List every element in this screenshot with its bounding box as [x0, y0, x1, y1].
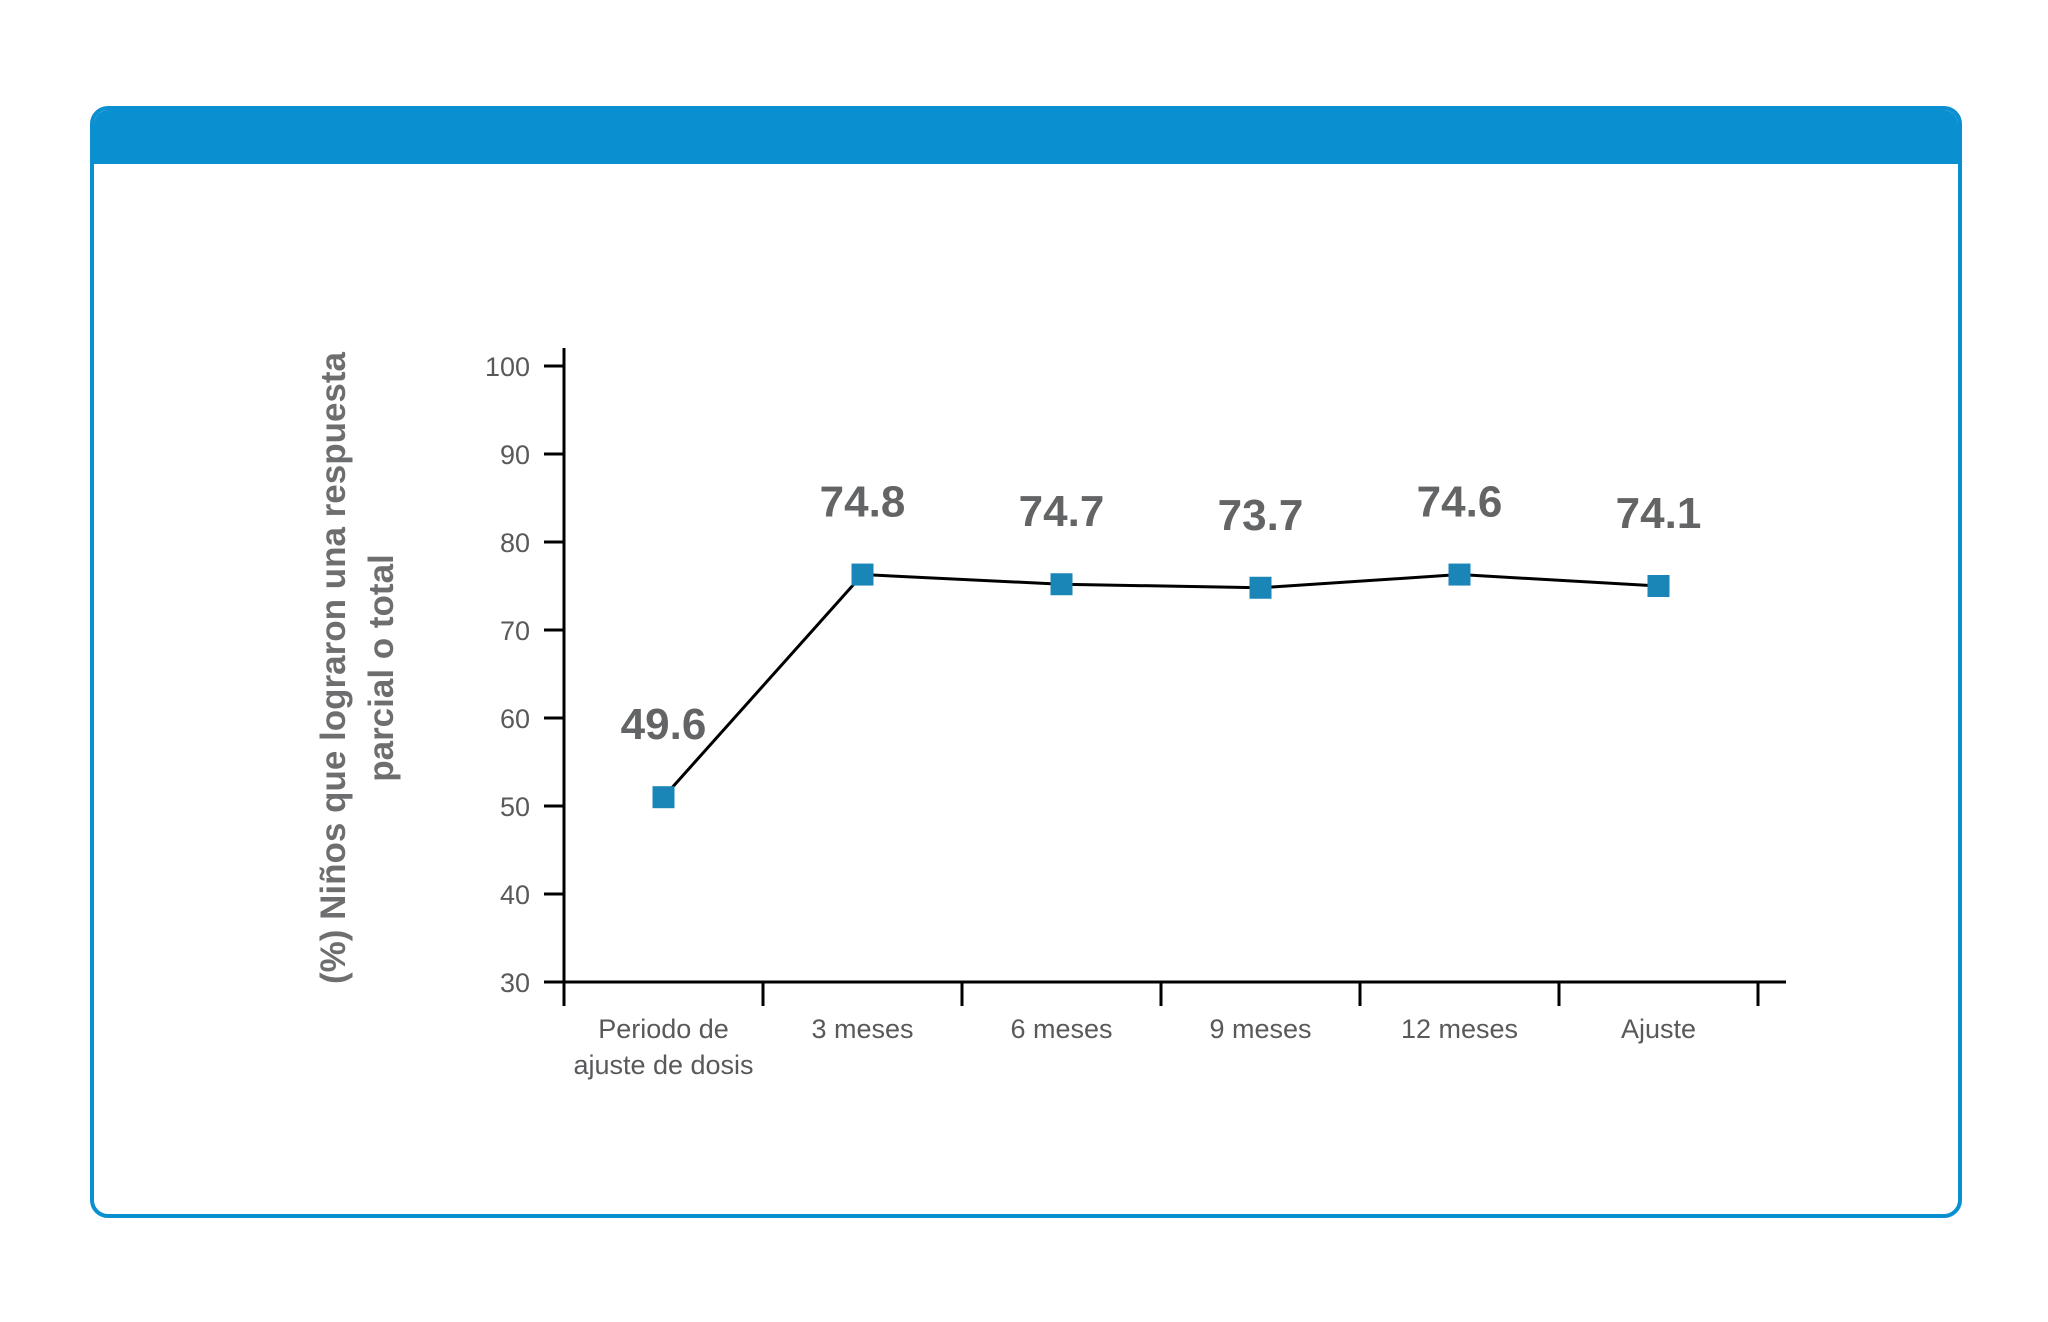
series-line — [662, 573, 1659, 799]
y-tick-label-100: 100 — [485, 352, 530, 382]
x-tick-label-6: Ajuste — [1621, 1014, 1696, 1044]
data-point-2 — [851, 563, 874, 586]
data-label-6: 74.1 — [1616, 489, 1702, 538]
data-point-4 — [1249, 576, 1272, 599]
data-point-5 — [1448, 563, 1471, 586]
data-label-4: 73.7 — [1218, 491, 1304, 540]
y-tick-label-70: 70 — [500, 616, 530, 646]
data-point-1 — [652, 786, 675, 809]
card-header-bar — [94, 110, 1958, 164]
data-point-3 — [1050, 573, 1073, 596]
x-tick-label-5: 12 meses — [1401, 1014, 1518, 1044]
data-label-5: 74.6 — [1417, 478, 1503, 527]
data-label-1: 49.6 — [621, 700, 707, 749]
y-tick-label-50: 50 — [500, 792, 530, 822]
data-point-6 — [1647, 575, 1670, 597]
y-tick-label-90: 90 — [500, 440, 530, 470]
chart-card — [90, 106, 1962, 1218]
x-tick-label-2: 3 meses — [811, 1014, 913, 1044]
x-tick-label-4: 9 meses — [1209, 1014, 1311, 1044]
x-tick-label-1: Periodo de ajuste de dosis — [573, 1014, 753, 1080]
y-tick-label-40: 40 — [500, 880, 530, 910]
x-tick-label-3: 6 meses — [1010, 1014, 1112, 1044]
data-label-2: 74.8 — [820, 478, 906, 527]
data-label-3: 74.7 — [1019, 487, 1105, 536]
y-tick-label-80: 80 — [500, 528, 530, 558]
y-tick-label-30: 30 — [500, 968, 530, 998]
y-tick-label-60: 60 — [500, 704, 530, 734]
